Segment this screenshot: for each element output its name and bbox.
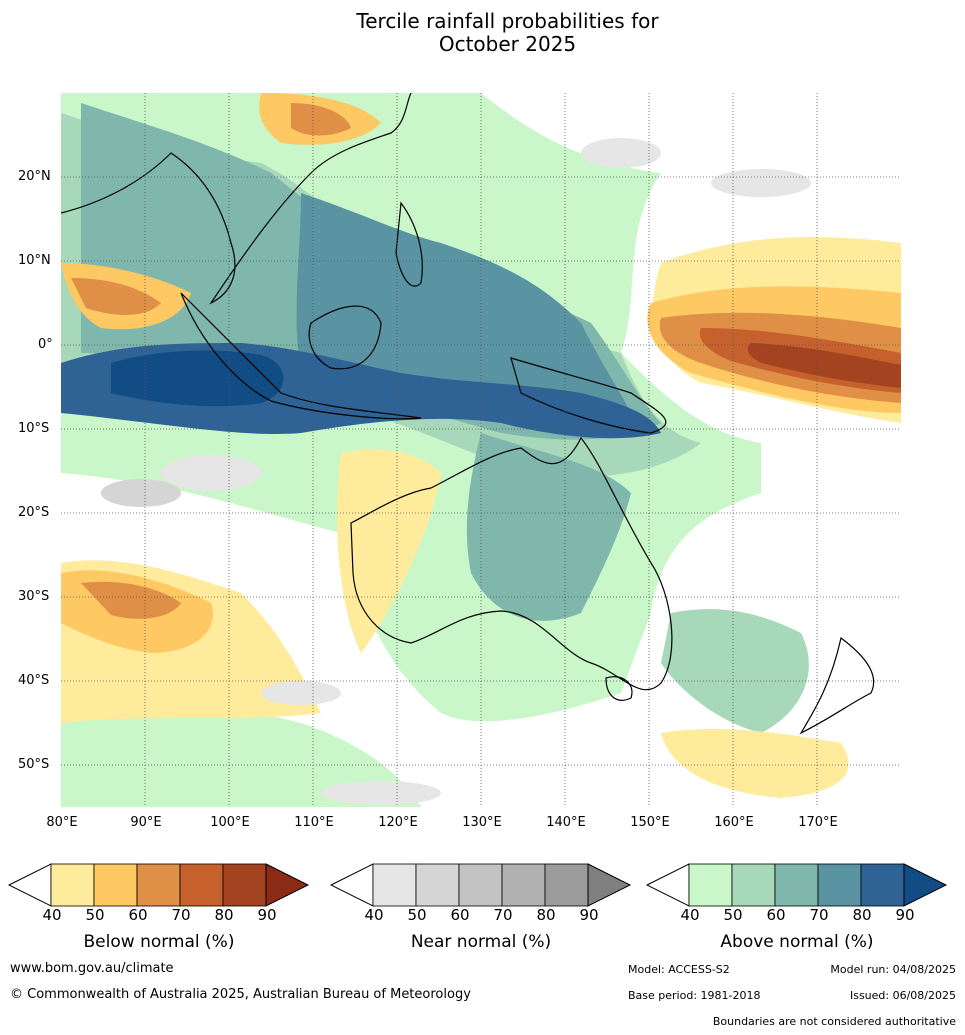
below-cb-tick: 70 bbox=[171, 906, 191, 924]
above-normal-title: Above normal (%) bbox=[720, 932, 874, 952]
above-cb-tick: 80 bbox=[852, 906, 872, 924]
lat-label-0: 0° bbox=[38, 337, 53, 352]
lat-label-20s: 20°S bbox=[18, 505, 50, 520]
website-link[interactable]: www.bom.gov.au/climate bbox=[10, 961, 174, 976]
tasmania-coast bbox=[605, 676, 633, 701]
lon-label-90e: 90°E bbox=[130, 815, 162, 830]
below-cb-tick: 90 bbox=[257, 906, 277, 924]
colorbar-swatch bbox=[774, 863, 819, 907]
above-normal-colorbar bbox=[646, 863, 948, 907]
lon-label-110e: 110°E bbox=[294, 815, 334, 830]
lon-label-150e: 150°E bbox=[630, 815, 670, 830]
above-cb-min-arrow bbox=[646, 863, 690, 907]
issued-date: Issued: 06/08/2025 bbox=[849, 989, 956, 1002]
near-cb-tick: 80 bbox=[536, 906, 556, 924]
title-line-2: October 2025 bbox=[438, 32, 577, 56]
asia-coast bbox=[61, 93, 412, 305]
colorbar-swatch bbox=[136, 863, 181, 907]
lon-label-100e: 100°E bbox=[210, 815, 250, 830]
near-cb-tick: 90 bbox=[579, 906, 599, 924]
base-period: Base period: 1981-2018 bbox=[628, 989, 761, 1002]
colorbar-swatch bbox=[458, 863, 503, 907]
below-normal-title: Below normal (%) bbox=[83, 932, 235, 952]
lat-label-30s: 30°S bbox=[18, 589, 50, 604]
lat-label-40s: 40°S bbox=[18, 673, 50, 688]
colorbar-swatch bbox=[731, 863, 776, 907]
near-cb-min-arrow bbox=[330, 863, 374, 907]
near-cb-tick: 60 bbox=[450, 906, 470, 924]
lon-label-140e: 140°E bbox=[546, 815, 586, 830]
below-cb-swatches bbox=[50, 863, 267, 907]
title-line-1: Tercile rainfall probabilities for bbox=[356, 9, 659, 33]
new-zealand-coast bbox=[799, 636, 875, 735]
colorbar-swatch bbox=[544, 863, 589, 907]
probability-map bbox=[61, 93, 901, 807]
above-cb-tick: 50 bbox=[723, 906, 743, 924]
lat-label-20n: 20°N bbox=[18, 169, 51, 184]
borneo-coast bbox=[308, 305, 382, 370]
lon-label-80e: 80°E bbox=[46, 815, 78, 830]
near-cb-tick: 40 bbox=[364, 906, 384, 924]
below-cb-tick: 60 bbox=[128, 906, 148, 924]
colorbar-swatch bbox=[501, 863, 546, 907]
lon-label-120e: 120°E bbox=[378, 815, 418, 830]
philippines-coast bbox=[395, 201, 423, 287]
australia-coast bbox=[350, 436, 673, 691]
near-cb-tick: 50 bbox=[407, 906, 427, 924]
colorbar-swatch bbox=[817, 863, 862, 907]
below-normal-colorbar bbox=[8, 863, 310, 907]
near-normal-title: Near normal (%) bbox=[410, 932, 552, 952]
above-normal-field bbox=[61, 93, 809, 807]
gridlines bbox=[61, 93, 901, 807]
copyright-text: © Commonwealth of Australia 2025, Austra… bbox=[10, 987, 471, 1002]
lat-label-10n: 10°N bbox=[18, 253, 51, 268]
lat-label-50s: 50°S bbox=[18, 757, 50, 772]
model-run-date: Model run: 04/08/2025 bbox=[830, 963, 956, 976]
above-cb-tick: 40 bbox=[680, 906, 700, 924]
below-cb-tick: 80 bbox=[214, 906, 234, 924]
disclaimer-text: Boundaries are not considered authoritat… bbox=[712, 1015, 956, 1028]
coastlines bbox=[61, 93, 875, 735]
sumatra-java-coast bbox=[180, 292, 422, 420]
below-cb-tick: 40 bbox=[42, 906, 62, 924]
below-cb-tick: 50 bbox=[85, 906, 105, 924]
below-cb-max-arrow bbox=[265, 863, 310, 907]
near-cb-max-arrow bbox=[587, 863, 632, 907]
lon-label-170e: 170°E bbox=[798, 815, 838, 830]
new-guinea-coast bbox=[510, 357, 667, 434]
above-cb-tick: 60 bbox=[766, 906, 786, 924]
below-cb-min-arrow bbox=[8, 863, 52, 907]
model-name: Model: ACCESS-S2 bbox=[628, 963, 730, 976]
colorbar-swatch bbox=[415, 863, 460, 907]
near-normal-field bbox=[101, 138, 811, 805]
colorbar-swatch bbox=[372, 863, 417, 907]
below-normal-field bbox=[61, 93, 901, 798]
above-cb-max-arrow bbox=[903, 863, 948, 907]
map-title: Tercile rainfall probabilities for Octob… bbox=[0, 10, 965, 56]
colorbar-swatch bbox=[93, 863, 138, 907]
colorbar-swatch bbox=[688, 863, 733, 907]
near-cb-tick: 70 bbox=[493, 906, 513, 924]
lon-label-160e: 160°E bbox=[714, 815, 754, 830]
colorbar-swatch bbox=[179, 863, 224, 907]
colorbar-swatch bbox=[860, 863, 905, 907]
above-cb-tick: 90 bbox=[895, 906, 915, 924]
above-cb-swatches bbox=[688, 863, 905, 907]
map-svg bbox=[61, 93, 901, 807]
colorbar-swatch bbox=[222, 863, 267, 907]
lon-label-130e: 130°E bbox=[462, 815, 502, 830]
near-normal-colorbar bbox=[330, 863, 632, 907]
near-cb-swatches bbox=[372, 863, 589, 907]
lat-label-10s: 10°S bbox=[18, 421, 50, 436]
above-cb-tick: 70 bbox=[809, 906, 829, 924]
colorbar-swatch bbox=[50, 863, 95, 907]
